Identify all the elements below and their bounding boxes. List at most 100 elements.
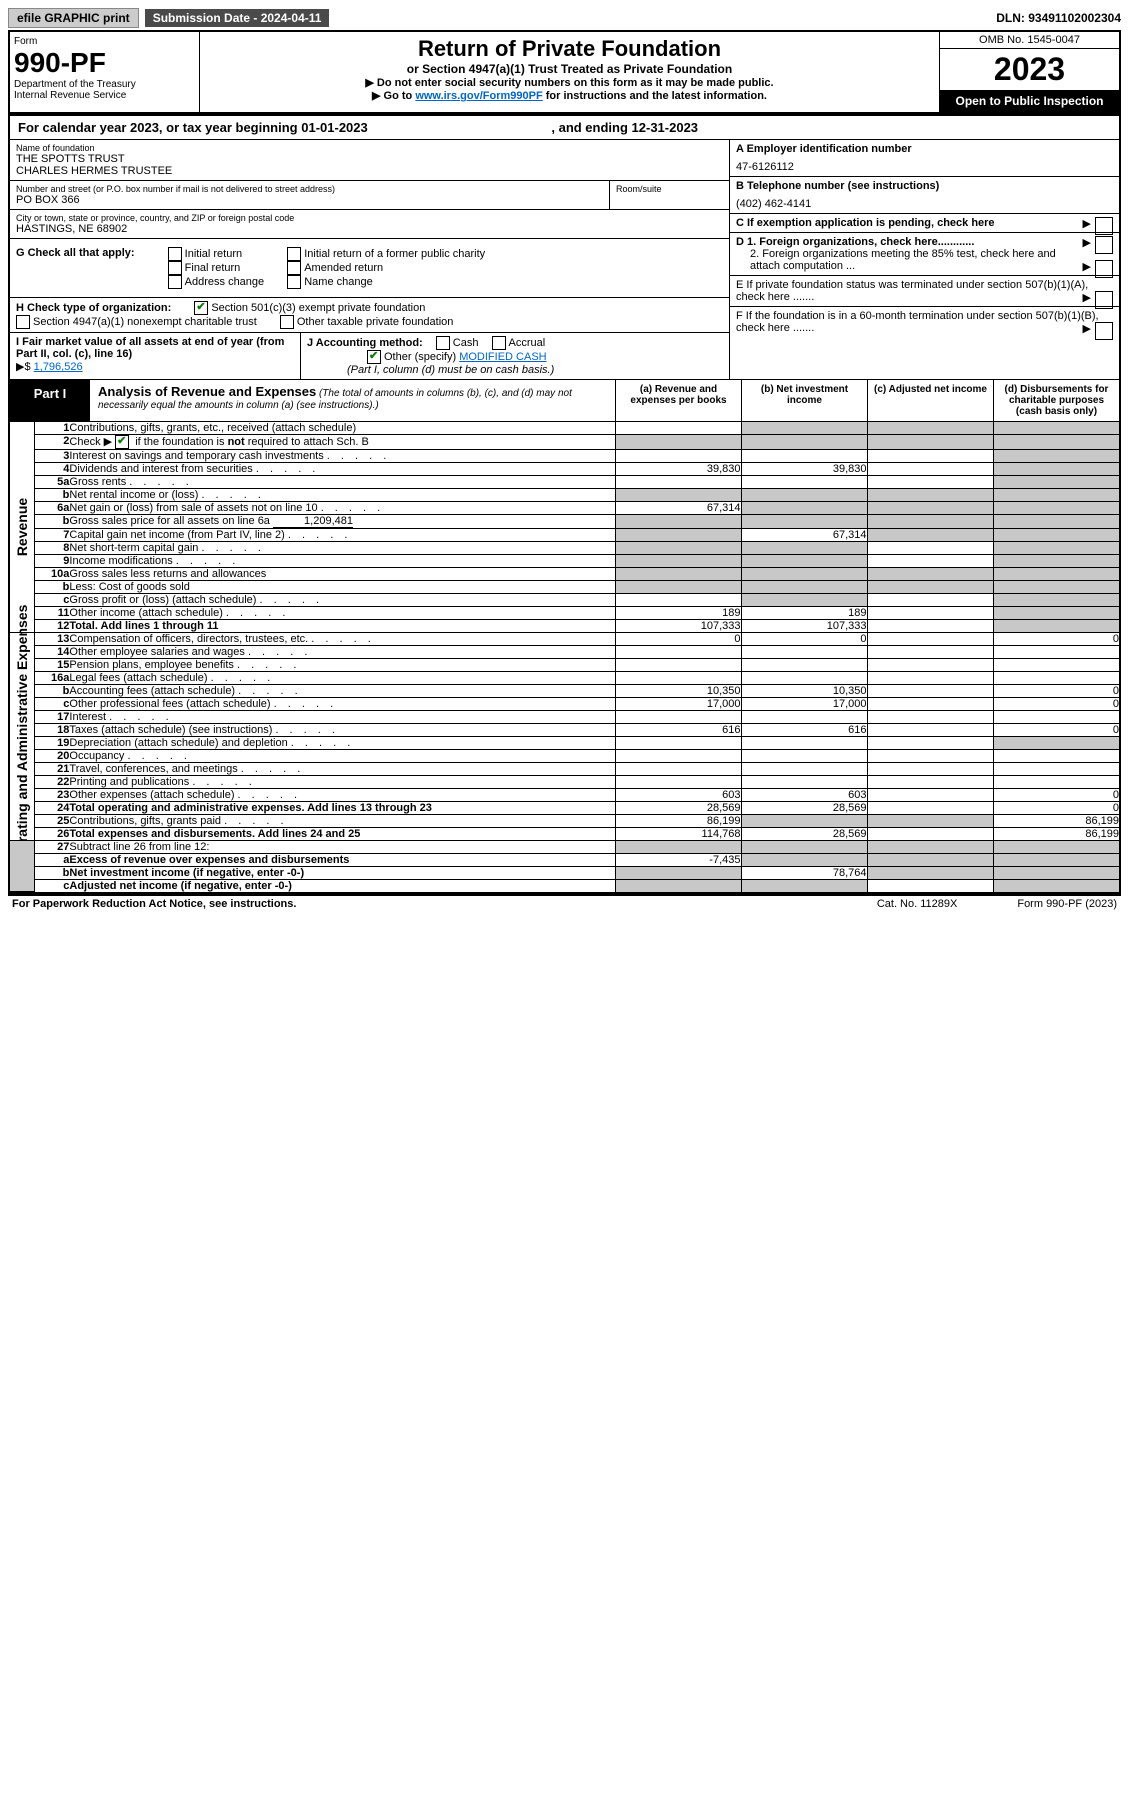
ssn-warning: ▶ Do not enter social security numbers o… [204, 76, 935, 89]
b-phone-value: (402) 462-4141 [736, 198, 1113, 210]
j-other-link[interactable]: MODIFIED CASH [459, 351, 546, 363]
line-25: 25Contributions, gifts, grants paid . . … [35, 815, 1119, 828]
top-bar: efile GRAPHIC print Submission Date - 20… [8, 8, 1121, 28]
f-arrow: ▶ [1083, 322, 1091, 335]
form-ref: Form 990-PF (2023) [1017, 898, 1117, 910]
checkbox-d2[interactable] [1095, 260, 1113, 278]
g-section: G Check all that apply: Initial return F… [10, 239, 729, 298]
part1-header: Part I Analysis of Revenue and Expenses … [8, 380, 1121, 422]
h-opt-1: Section 501(c)(3) exempt private foundat… [211, 302, 425, 314]
line27-table: 27Subtract line 26 from line 12:aExcess … [35, 841, 1119, 893]
omb-number: OMB No. 1545-0047 [940, 32, 1119, 49]
revenue-table: 1Contributions, gifts, grants, etc., rec… [35, 422, 1119, 633]
d1-arrow: ▶ [1083, 236, 1091, 249]
e-arrow: ▶ [1083, 291, 1091, 304]
foundation-city: HASTINGS, NE 68902 [16, 223, 723, 235]
h-opt-3: Other taxable private foundation [297, 316, 454, 328]
line-26: 26Total expenses and disbursements. Add … [35, 828, 1119, 841]
checkbox-other-method[interactable] [367, 350, 381, 364]
line-b: bNet rental income or (loss) . . . . . [35, 489, 1119, 502]
goto-post: for instructions and the latest informat… [543, 90, 767, 102]
checkbox-initial-public[interactable] [287, 247, 301, 261]
g-opt-2: Address change [185, 276, 265, 288]
line-12: 12Total. Add lines 1 through 11107,33310… [35, 620, 1119, 633]
line-b: bGross sales price for all assets on lin… [35, 515, 1119, 529]
checkbox-other-taxable[interactable] [280, 315, 294, 329]
checkbox-initial-return[interactable] [168, 247, 182, 261]
c-arrow: ▶ [1083, 217, 1091, 230]
d1-label: D 1. Foreign organizations, check here..… [736, 236, 974, 248]
form-word: Form [14, 36, 195, 47]
checkbox-amended[interactable] [287, 261, 301, 275]
line-19: 19Depreciation (attach schedule) and dep… [35, 737, 1119, 750]
line-2: 2Check ▶ if the foundation is not requir… [35, 435, 1119, 450]
line-3: 3Interest on savings and temporary cash … [35, 450, 1119, 463]
form-subtitle: or Section 4947(a)(1) Trust Treated as P… [204, 62, 935, 76]
foundation-name-2: CHARLES HERMES TRUSTEE [16, 165, 723, 177]
line-9: 9Income modifications . . . . . [35, 555, 1119, 568]
checkbox-name-change[interactable] [287, 275, 301, 289]
tax-year: 2023 [940, 49, 1119, 90]
open-inspection-badge: Open to Public Inspection [940, 90, 1119, 112]
h-section: H Check type of organization: Section 50… [10, 298, 729, 333]
i-arrow: ▶$ [16, 361, 31, 373]
part1-label: Part I [10, 380, 90, 421]
line-b: bNet investment income (if negative, ent… [35, 867, 1119, 880]
line-b: bAccounting fees (attach schedule) . . .… [35, 685, 1119, 698]
revenue-side-label: Revenue [8, 422, 35, 633]
line27-side [8, 841, 35, 893]
goto-pre: ▶ Go to [372, 90, 415, 102]
checkbox-4947[interactable] [16, 315, 30, 329]
col-b-hdr: (b) Net investment income [741, 380, 867, 421]
line-4: 4Dividends and interest from securities … [35, 463, 1119, 476]
form-number: 990-PF [14, 47, 195, 79]
col-a-hdr: (a) Revenue and expenses per books [615, 380, 741, 421]
line-b: bLess: Cost of goods sold [35, 581, 1119, 594]
foundation-name-1: THE SPOTTS TRUST [16, 153, 723, 165]
line-20: 20Occupancy . . . . . [35, 750, 1119, 763]
form-header: Form 990-PF Department of the Treasury I… [8, 30, 1121, 114]
checkbox-line-2[interactable] [115, 435, 129, 449]
revenue-section: Revenue 1Contributions, gifts, grants, e… [8, 422, 1121, 633]
line-8: 8Net short-term capital gain . . . . . [35, 542, 1119, 555]
irs-link[interactable]: www.irs.gov/Form990PF [415, 90, 542, 102]
checkbox-d1[interactable] [1095, 236, 1113, 254]
name-label: Name of foundation [16, 143, 723, 153]
checkbox-e[interactable] [1095, 291, 1113, 309]
checkbox-accrual[interactable] [492, 336, 506, 350]
line-15: 15Pension plans, employee benefits . . .… [35, 659, 1119, 672]
paperwork-notice: For Paperwork Reduction Act Notice, see … [12, 898, 296, 910]
checkbox-f[interactable] [1095, 322, 1113, 340]
checkbox-final-return[interactable] [168, 261, 182, 275]
goto-note: ▶ Go to www.irs.gov/Form990PF for instru… [204, 89, 935, 102]
line-21: 21Travel, conferences, and meetings . . … [35, 763, 1119, 776]
f-label: F If the foundation is in a 60-month ter… [736, 310, 1099, 334]
checkbox-c-pending[interactable] [1095, 217, 1113, 235]
i-label: I Fair market value of all assets at end… [16, 336, 284, 360]
a-ein-value: 47-6126112 [736, 161, 1113, 173]
identity-block: Name of foundation THE SPOTTS TRUST CHAR… [8, 140, 1121, 380]
d2-arrow: ▶ [1083, 260, 1091, 273]
city-label: City or town, state or province, country… [16, 213, 723, 223]
fmv-link[interactable]: 1,796,526 [34, 361, 83, 373]
calendar-year-row: For calendar year 2023, or tax year begi… [8, 114, 1121, 140]
page-footer: For Paperwork Reduction Act Notice, see … [8, 895, 1121, 912]
line-a: aExcess of revenue over expenses and dis… [35, 854, 1119, 867]
line-6a: 6aNet gain or (loss) from sale of assets… [35, 502, 1119, 515]
part1-title: Analysis of Revenue and Expenses [98, 384, 316, 399]
efile-print-button[interactable]: efile GRAPHIC print [8, 8, 139, 28]
checkbox-501c3[interactable] [194, 301, 208, 315]
j-other-label: Other (specify) [384, 351, 456, 363]
expenses-table: 13Compensation of officers, directors, t… [35, 633, 1119, 841]
line-c: cAdjusted net income (if negative, enter… [35, 880, 1119, 893]
cal-pre: For calendar year 2023, or tax year begi… [18, 120, 301, 135]
b-phone-label: B Telephone number (see instructions) [736, 180, 939, 192]
expenses-side-label: Operating and Administrative Expenses [8, 633, 35, 841]
submission-date-badge: Submission Date - 2024-04-11 [145, 9, 330, 27]
checkbox-cash[interactable] [436, 336, 450, 350]
checkbox-address-change[interactable] [168, 275, 182, 289]
g-opt-4: Amended return [304, 262, 383, 274]
j-accrual: Accrual [509, 337, 546, 349]
line-27: 27Subtract line 26 from line 12: [35, 841, 1119, 854]
col-c-hdr: (c) Adjusted net income [867, 380, 993, 421]
